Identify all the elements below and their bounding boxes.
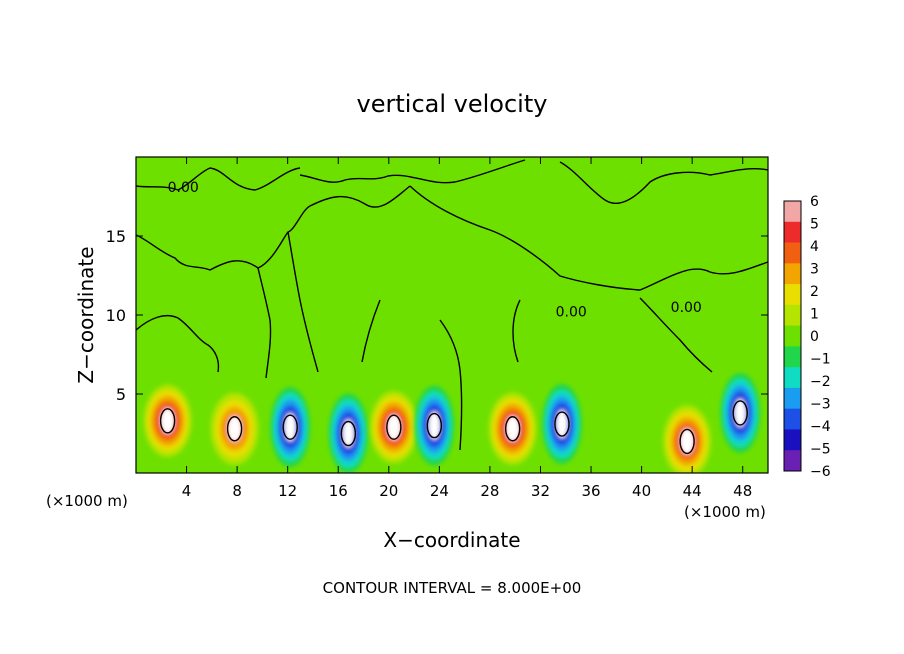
- colorbar-label: 5: [810, 217, 819, 233]
- colorbar-label: −5: [810, 442, 831, 458]
- contour-label-3: 0.00: [671, 300, 702, 316]
- colorbar-swatch: [784, 242, 801, 264]
- colorbar-label: −1: [810, 352, 831, 368]
- contour-label-1: 0.00: [168, 180, 199, 196]
- zero-contour-7: [257, 267, 272, 379]
- y-tick-label: 15: [106, 227, 126, 246]
- velocity-cell-10: [720, 372, 761, 453]
- zero-contours: [136, 159, 768, 455]
- colorbar-label: −3: [810, 397, 831, 413]
- contour-label-2: 0.00: [556, 305, 587, 321]
- colorbar-label: 2: [810, 284, 819, 300]
- colorbar-label: 6: [810, 194, 819, 210]
- colorbar-swatch: [784, 408, 801, 430]
- core-contour-4: [340, 420, 357, 447]
- zero-contour-5: [559, 161, 768, 204]
- zero-contour-3: [299, 159, 526, 184]
- core-contour-6: [426, 412, 443, 439]
- x-tick-label: 8: [232, 482, 242, 500]
- velocity-cell-4: [328, 393, 369, 473]
- colorbar-label: −2: [810, 374, 831, 390]
- colorbar: 6 5 4 3 2 1 0 −1 −2 −3 −4 −5 −6: [783, 194, 831, 480]
- zero-contour-6: [136, 314, 220, 373]
- colorbar-label: 3: [810, 262, 819, 278]
- colorbar-swatch: [784, 221, 801, 243]
- colorbar-swatch: [784, 304, 801, 327]
- colorbar-swatch: [784, 325, 801, 347]
- velocity-cell-1: [143, 384, 192, 457]
- y-axis-ticks: 5 10 15: [106, 227, 768, 404]
- x-units-left: (×1000 m): [46, 492, 128, 510]
- x-tick-label: 36: [581, 482, 600, 500]
- velocity-cell-7: [488, 392, 537, 465]
- y-tick-label: 10: [106, 306, 126, 325]
- core-contour-3: [282, 414, 298, 440]
- zero-contour-12: [512, 299, 521, 363]
- colorbar-label: 0: [810, 329, 819, 345]
- x-tick-label: 40: [632, 482, 651, 500]
- zero-contour-2: [136, 185, 411, 271]
- colorbar-swatch: [784, 367, 801, 389]
- colorbar-swatch: [784, 429, 801, 451]
- velocity-cell-8: [541, 384, 582, 465]
- velocity-cell-6: [414, 385, 455, 466]
- core-contour-9: [679, 428, 695, 455]
- colorbar-swatch: [784, 450, 801, 472]
- velocity-cell-2: [210, 392, 259, 465]
- colorbar-swatch: [784, 263, 801, 285]
- x-tick-label: 12: [278, 482, 297, 500]
- colorbar-frame: [783, 200, 802, 472]
- x-tick-label: 4: [182, 482, 192, 500]
- velocity-field: [143, 372, 761, 473]
- zero-contour-1: [136, 167, 301, 191]
- x-axis-label: X−coordinate: [383, 528, 520, 552]
- core-contour-7: [504, 416, 521, 442]
- colorbar-label: −4: [810, 419, 831, 435]
- colorbar-swatch: [784, 284, 801, 306]
- x-tick-label: 24: [430, 482, 449, 500]
- chart-title: vertical velocity: [357, 90, 548, 118]
- core-contour-2: [226, 416, 243, 442]
- x-tick-label: 16: [329, 482, 348, 500]
- colorbar-label: 4: [810, 239, 819, 255]
- y-tick-label: 5: [116, 385, 126, 404]
- velocity-cell-9: [663, 405, 712, 473]
- colorbar-swatch: [784, 387, 801, 410]
- core-contour-10: [732, 400, 748, 426]
- colorbar-swatch: [784, 346, 801, 368]
- zero-contour-11: [439, 319, 463, 451]
- colorbar-swatch: [784, 201, 801, 223]
- zero-contour-9: [639, 297, 713, 373]
- velocity-cell-3: [270, 387, 311, 468]
- colorbar-label: −6: [810, 464, 831, 480]
- x-units-right: (×1000 m): [684, 503, 766, 521]
- colorbar-label: 1: [810, 307, 819, 323]
- zero-contour-8: [287, 231, 319, 373]
- core-contour-1: [159, 408, 176, 434]
- core-contour-5: [386, 414, 402, 440]
- x-tick-label: 20: [379, 482, 398, 500]
- core-contour-8: [554, 411, 570, 437]
- x-tick-label: 48: [733, 482, 752, 500]
- x-tick-label: 44: [683, 482, 702, 500]
- y-axis-label: Z−coordinate: [74, 246, 98, 383]
- x-tick-label: 32: [531, 482, 550, 500]
- contour-labels: 0.00 0.00 0.00: [168, 180, 702, 321]
- contour-interval-note: CONTOUR INTERVAL = 8.000E+00: [323, 579, 582, 597]
- plot-area: 0.00 0.00 0.00: [136, 157, 768, 473]
- zero-contour-4: [409, 185, 768, 291]
- zero-contour-10: [361, 299, 381, 363]
- x-tick-label: 28: [480, 482, 499, 500]
- velocity-cell-5: [369, 391, 418, 464]
- x-axis-ticks: 4 8 12 16 20 24 28 32 36 40 44 48: [182, 157, 752, 500]
